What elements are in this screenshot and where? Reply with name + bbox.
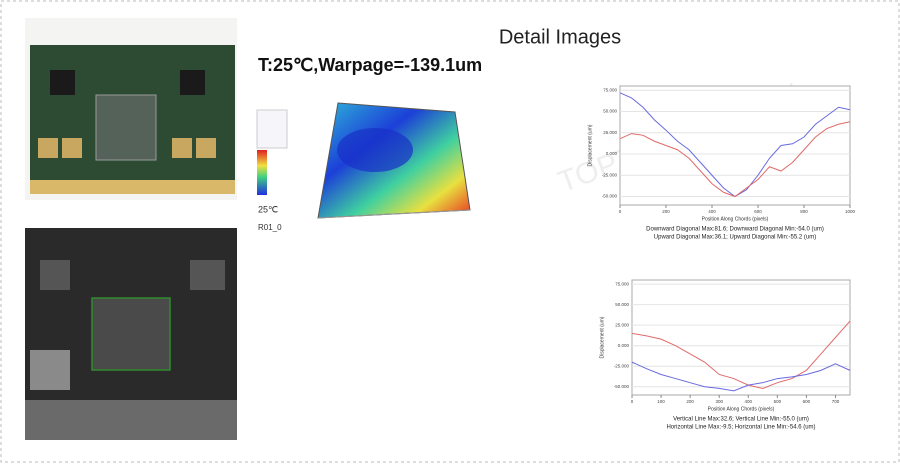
y-tick-label: 75.000 xyxy=(603,87,617,92)
y-axis-label: Displacement (um) xyxy=(599,316,605,358)
caption: Upward Diagonal Max:36.1; Upward Diagona… xyxy=(654,235,816,241)
surface-plot: 25℃ R01_0 xyxy=(256,102,471,232)
caption: Vertical Line Max:32.6; Vertical Line Mi… xyxy=(673,417,809,423)
y-tick-label: -50.000 xyxy=(614,384,630,389)
x-axis-label: Position Along Chords (pixels) xyxy=(702,216,769,222)
x-tick-label: 600 xyxy=(754,209,762,214)
data-line xyxy=(631,361,851,392)
y-axis-label: Displacement (um) xyxy=(587,124,593,166)
x-tick-label: 400 xyxy=(708,209,716,214)
y-tick-label: -50.000 xyxy=(602,194,618,199)
x-axis-label: Position Along Chords (pixels) xyxy=(708,406,775,412)
x-tick-label: 1000 xyxy=(845,209,856,214)
x-tick-label: 700 xyxy=(832,399,840,404)
y-tick-label: 50.000 xyxy=(603,109,617,114)
y-tick-label: 75.000 xyxy=(615,281,629,286)
y-tick-label: -25.000 xyxy=(602,172,618,177)
x-tick-label: 0 xyxy=(631,399,634,404)
y-tick-label: 0.000 xyxy=(618,343,630,348)
subtitle: T:25℃,Warpage=-139.1um xyxy=(258,55,482,75)
plot-area xyxy=(619,85,851,206)
data-line xyxy=(631,320,851,389)
pcb-photo xyxy=(25,18,237,200)
data-line xyxy=(619,121,851,198)
y-tick-label: 25.000 xyxy=(615,322,629,327)
plot-area xyxy=(631,279,851,396)
caption: Horizontal Line Max:-9.5; Horizontal Lin… xyxy=(666,425,815,431)
y-tick-label: 50.000 xyxy=(615,302,629,307)
y-tick-label: 0.000 xyxy=(606,151,618,156)
roi-label: R01_0 xyxy=(258,223,282,232)
temperature-label: 25℃ xyxy=(258,204,278,214)
x-tick-label: 600 xyxy=(803,399,811,404)
y-tick-label: 25.000 xyxy=(603,130,617,135)
x-tick-label: 100 xyxy=(657,399,665,404)
x-tick-label: 800 xyxy=(800,209,808,214)
title: Detail Images xyxy=(499,26,621,48)
x-tick-label: 400 xyxy=(745,399,753,404)
x-tick-label: 300 xyxy=(715,399,723,404)
ir-image xyxy=(25,228,237,440)
y-tick-label: -25.000 xyxy=(614,363,630,368)
x-tick-label: 0 xyxy=(619,209,622,214)
caption: Downward Diagonal Max:81.6; Downward Dia… xyxy=(646,227,824,233)
x-tick-label: 200 xyxy=(686,399,694,404)
x-tick-label: 500 xyxy=(774,399,782,404)
x-tick-label: 200 xyxy=(662,209,670,214)
